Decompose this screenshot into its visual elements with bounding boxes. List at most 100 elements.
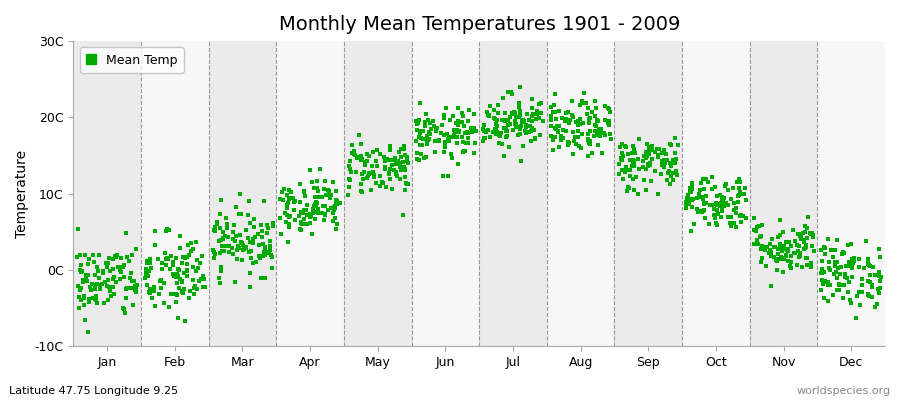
Point <box>615 150 629 156</box>
Point <box>719 200 733 206</box>
Point <box>482 112 496 119</box>
Point <box>382 166 397 172</box>
Point <box>73 252 87 258</box>
Point <box>515 117 529 124</box>
Point <box>76 276 91 283</box>
Point <box>72 286 86 293</box>
Point <box>570 134 584 140</box>
Point <box>623 167 637 173</box>
Point <box>96 270 111 276</box>
Point <box>571 118 585 124</box>
Point <box>814 266 829 272</box>
Point <box>416 128 430 134</box>
Point <box>498 118 512 124</box>
Bar <box>74 41 141 346</box>
Point <box>207 228 221 234</box>
Point <box>776 254 790 261</box>
Point <box>764 236 778 242</box>
Point <box>81 261 95 267</box>
Point <box>457 130 472 137</box>
Point <box>467 111 482 118</box>
Point <box>229 233 243 240</box>
Point <box>173 276 187 282</box>
Point <box>282 187 296 193</box>
Point <box>418 123 432 130</box>
Point <box>737 191 751 198</box>
Point <box>632 135 646 142</box>
Point <box>612 171 626 178</box>
Point <box>627 157 642 164</box>
Point <box>502 144 517 151</box>
Point <box>651 146 665 152</box>
Point <box>303 220 318 226</box>
Point <box>392 160 407 167</box>
Point <box>680 193 695 200</box>
Point <box>832 287 846 293</box>
Point <box>694 180 708 186</box>
Point <box>709 201 724 208</box>
Point <box>775 248 789 254</box>
Point <box>143 290 157 296</box>
Point <box>138 275 152 282</box>
Point <box>727 199 742 206</box>
Point <box>237 246 251 252</box>
Point <box>635 164 650 170</box>
Point <box>583 138 598 144</box>
Point <box>189 239 203 246</box>
Point <box>551 127 565 134</box>
Point <box>732 176 746 182</box>
Point <box>842 263 856 269</box>
Point <box>326 209 340 216</box>
Point <box>362 169 376 176</box>
Point <box>256 248 271 255</box>
Point <box>234 211 248 218</box>
Point <box>127 278 141 284</box>
Point <box>181 241 195 248</box>
Point <box>552 144 566 150</box>
Point <box>733 179 747 186</box>
Point <box>293 227 308 234</box>
Point <box>129 285 143 292</box>
Point <box>81 272 95 278</box>
Point <box>806 232 820 238</box>
Point <box>410 121 424 128</box>
Point <box>189 286 203 292</box>
Point <box>494 130 508 137</box>
Point <box>664 142 679 148</box>
Point <box>612 160 626 167</box>
Point <box>828 263 842 269</box>
Point <box>310 206 325 212</box>
Point <box>346 149 360 156</box>
Point <box>508 114 523 120</box>
Point <box>638 155 652 161</box>
Point <box>103 288 117 294</box>
Point <box>860 260 875 267</box>
Point <box>777 243 791 249</box>
Point <box>370 162 384 169</box>
Point <box>730 179 744 185</box>
Point <box>524 138 538 144</box>
Point <box>758 244 772 250</box>
Point <box>119 286 133 293</box>
Point <box>821 235 835 242</box>
Point <box>717 202 732 209</box>
Point <box>410 121 424 127</box>
Point <box>526 117 540 124</box>
Point <box>768 244 782 250</box>
Point <box>254 275 268 282</box>
Point <box>592 132 607 139</box>
Point <box>311 188 326 194</box>
Point <box>784 252 798 259</box>
Point <box>263 238 277 244</box>
Point <box>374 178 389 185</box>
Point <box>241 234 256 241</box>
Point <box>834 250 849 257</box>
Point <box>820 298 834 304</box>
Point <box>798 244 813 251</box>
Point <box>293 220 308 226</box>
Point <box>702 221 716 227</box>
Point <box>76 302 91 308</box>
Point <box>345 150 359 156</box>
Point <box>737 185 751 191</box>
Point <box>847 255 861 262</box>
